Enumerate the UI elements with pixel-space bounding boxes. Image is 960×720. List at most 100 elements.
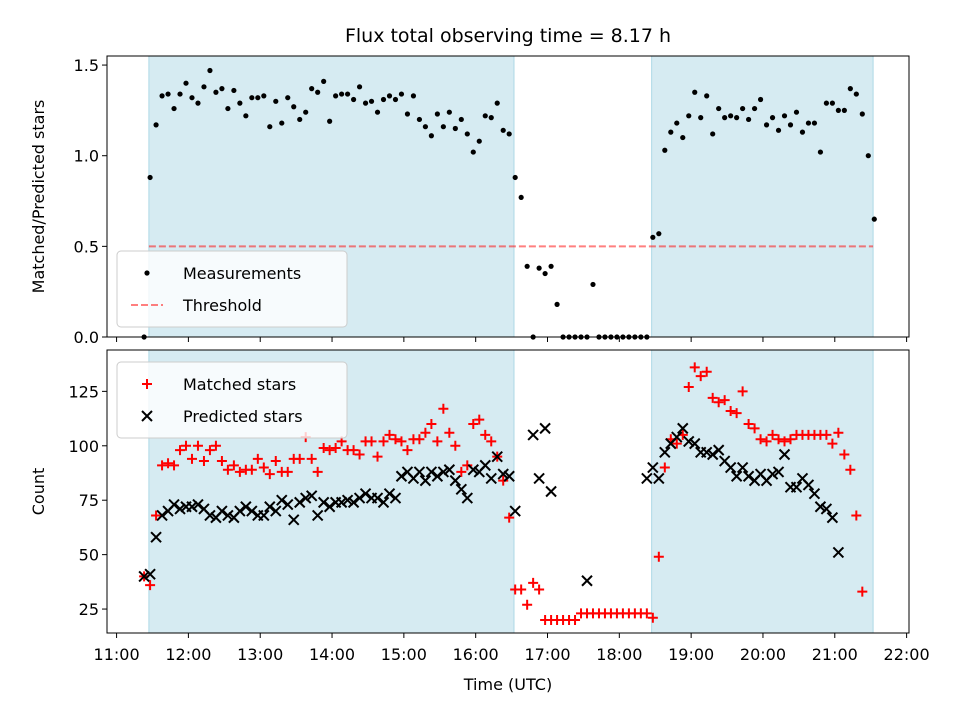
matched-star-point — [713, 397, 724, 408]
x-tick-label: 16:00 — [453, 645, 499, 664]
matched-star-point — [456, 466, 467, 477]
predicted-star-point — [724, 461, 737, 474]
matched-star-point — [432, 436, 443, 447]
measurement-point — [219, 86, 225, 92]
x-tick-label: 12:00 — [165, 645, 211, 664]
predicted-star-point — [503, 470, 515, 482]
measurement-point — [446, 109, 452, 115]
matched-star-point — [761, 436, 772, 447]
measurement-point — [339, 91, 345, 97]
predicted-star-point — [294, 496, 306, 509]
measurement-point — [781, 113, 788, 119]
measurement-point — [542, 270, 548, 277]
matched-star-point — [222, 464, 233, 475]
predicted-star-point — [491, 450, 503, 463]
measurement-point — [171, 105, 177, 112]
measurement-point — [847, 86, 853, 92]
predicted-star-point — [288, 514, 300, 526]
matched-star-point — [264, 469, 275, 480]
predicted-star-point — [276, 494, 288, 506]
matched-star-point — [821, 429, 832, 440]
measurement-point — [710, 131, 716, 137]
predicted-star-point — [485, 472, 497, 485]
measurement-point — [757, 96, 764, 103]
matched-star-point — [534, 584, 545, 595]
predicted-star-point — [383, 487, 396, 500]
legend-box — [116, 361, 348, 439]
y-tick-label: 1.0 — [74, 147, 99, 166]
legend: Matched stars Predicted stars — [116, 361, 348, 439]
measurement-point — [698, 115, 704, 121]
matched-star-point — [641, 608, 652, 619]
matched-star-point — [402, 445, 413, 456]
matched-star-point — [767, 429, 778, 440]
predicted-star-point — [425, 466, 438, 478]
predicted-star-point — [479, 459, 491, 472]
y-tick-label: 25 — [79, 600, 99, 619]
predicted-star-point — [234, 505, 246, 517]
predicted-star-point — [802, 479, 815, 491]
chart-title: Flux total observing time = 8.17 h — [345, 25, 671, 47]
predicted-star-point — [814, 501, 827, 513]
matched-star-point — [498, 475, 509, 486]
predicted-star-point — [509, 505, 521, 517]
y-tick-label: 75 — [79, 491, 99, 510]
matched-star-point — [486, 436, 497, 447]
matched-star-point — [169, 460, 180, 471]
predicted-star-point — [832, 546, 845, 559]
predicted-star-point — [347, 496, 360, 509]
predicted-star-point — [359, 487, 372, 500]
measurement-point — [356, 84, 363, 90]
predicted-star-point — [677, 422, 689, 435]
x-tick-label: 14:00 — [309, 645, 355, 664]
measurement-point — [213, 89, 219, 95]
matched-star-point — [414, 434, 425, 445]
measurement-point — [410, 93, 417, 99]
measurement-point — [464, 131, 470, 137]
measurement-point — [177, 91, 183, 97]
legend-label: Matched stars — [183, 375, 296, 394]
measurement-point — [835, 107, 841, 113]
x-tick-label: 20:00 — [740, 645, 786, 664]
measurement-point — [656, 231, 662, 237]
matched-star-point — [151, 510, 162, 521]
predicted-star-point — [730, 470, 743, 482]
predicted-star-point — [204, 509, 216, 522]
predicted-star-point — [246, 505, 258, 517]
matched-star-point — [833, 427, 844, 438]
matched-star-point — [210, 440, 221, 451]
predicted-star-point — [258, 509, 270, 522]
matched-star-point — [228, 460, 239, 471]
measurement-point — [734, 115, 740, 121]
measurement-point — [368, 98, 375, 104]
measurement-point — [536, 265, 542, 271]
matched-star-point — [181, 440, 192, 451]
measurement-point — [763, 122, 770, 128]
measurement-point — [650, 234, 656, 240]
legend-marker-dot — [144, 270, 150, 276]
measurement-point — [249, 95, 255, 101]
measurement-point — [380, 96, 387, 103]
measurement-point — [153, 122, 159, 128]
matched-star-point — [318, 442, 329, 453]
matched-star-point — [163, 458, 174, 469]
legend-box — [116, 250, 348, 328]
predicted-star-point — [772, 466, 785, 478]
predicted-star-point — [437, 466, 450, 478]
measurement-point — [775, 127, 782, 133]
measurement-point — [751, 105, 758, 112]
predicted-star-point — [431, 470, 444, 482]
predicted-star-point — [790, 481, 803, 493]
measurement-point — [285, 95, 291, 101]
predicted-star-point — [138, 570, 150, 583]
measurement-point — [817, 149, 824, 155]
measurement-point — [722, 115, 728, 121]
predicted-star-point — [264, 501, 276, 513]
measurement-point — [662, 147, 668, 153]
predicted-star-point — [706, 448, 719, 461]
matched-star-point — [522, 599, 533, 610]
matched-star-point — [480, 429, 491, 440]
predicted-star-point — [323, 501, 336, 513]
matched-star-point — [785, 434, 796, 445]
